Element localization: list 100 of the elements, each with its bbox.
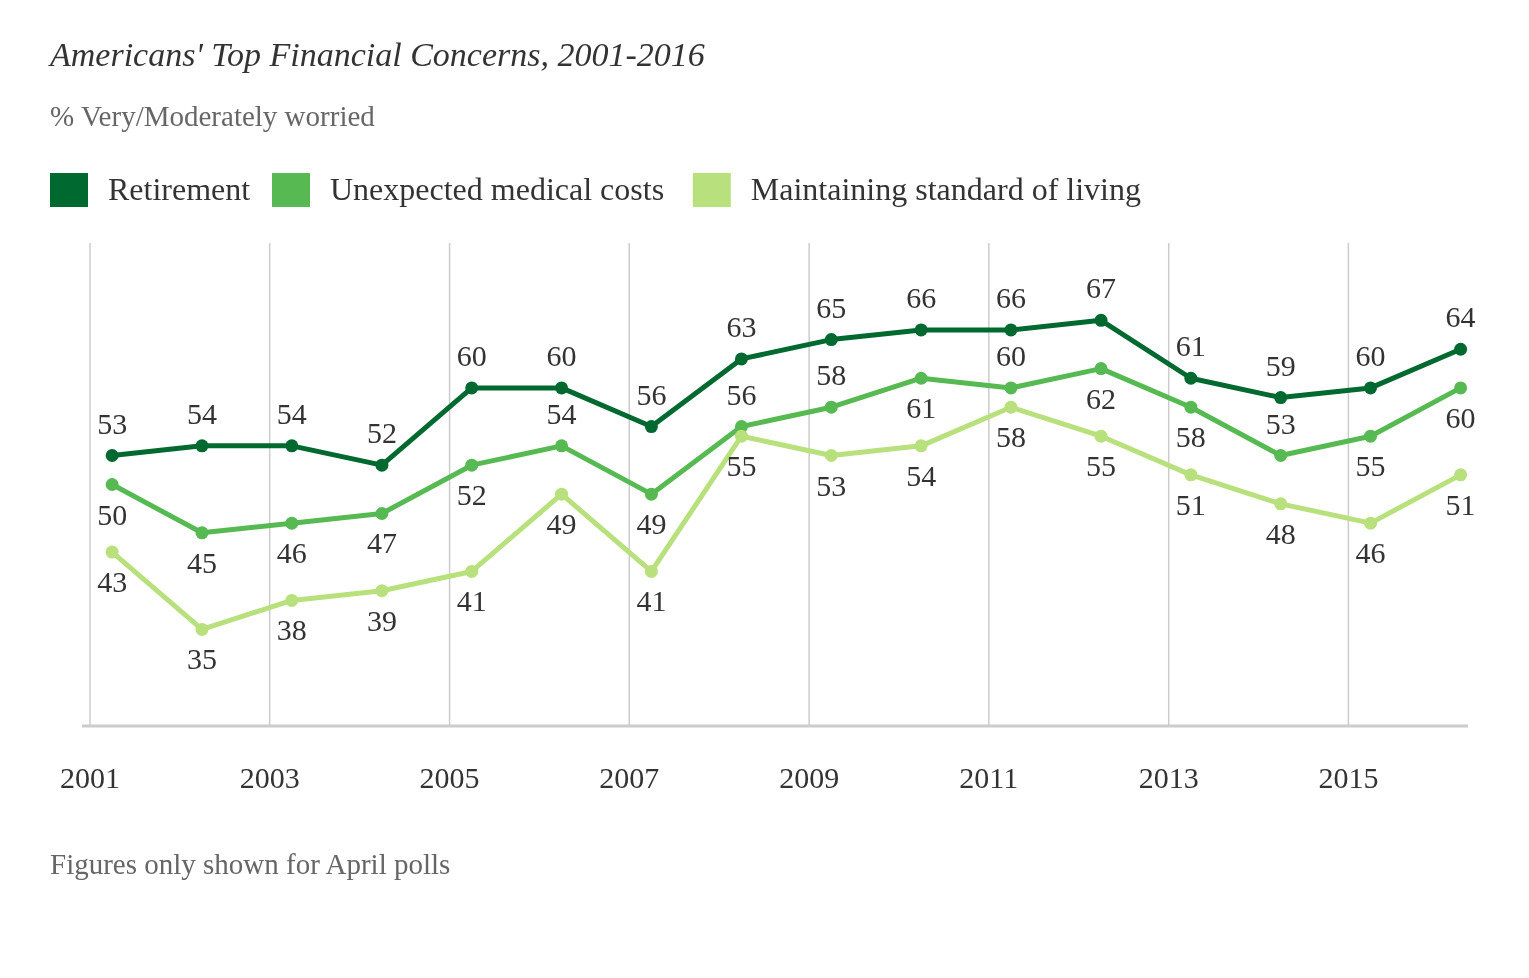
point — [195, 526, 209, 540]
data-label: 60 — [1445, 400, 1476, 434]
data-label: 58 — [1175, 420, 1206, 454]
point — [1454, 342, 1468, 356]
data-label: 38 — [276, 613, 307, 647]
point — [1004, 400, 1018, 414]
x-tick-label: 2015 — [1318, 761, 1379, 794]
point — [824, 449, 838, 463]
point — [824, 400, 838, 414]
data-label: 63 — [726, 309, 757, 343]
data-label: 54 — [276, 396, 307, 430]
data-label: 48 — [1265, 516, 1296, 550]
point — [644, 487, 658, 501]
data-label: 51 — [1175, 487, 1206, 521]
data-label: 53 — [1265, 406, 1296, 440]
data-label: 54 — [186, 396, 217, 430]
point — [1454, 381, 1468, 395]
data-label: 46 — [276, 536, 307, 570]
x-tick-label: 2003 — [239, 761, 300, 794]
x-tick-label: 2009 — [779, 761, 840, 794]
data-label: 64 — [1445, 300, 1476, 334]
data-label: 56 — [636, 377, 667, 411]
point — [644, 564, 658, 578]
data-label: 61 — [906, 391, 937, 425]
data-label: 41 — [456, 584, 487, 618]
point — [465, 381, 479, 395]
point — [375, 506, 389, 520]
data-label: 66 — [995, 280, 1026, 314]
point — [105, 478, 119, 491]
data-label: 49 — [636, 507, 667, 541]
data-label: 55 — [1086, 449, 1117, 483]
data-label: 39 — [366, 603, 397, 637]
point — [1094, 362, 1108, 376]
x-tick-label: 2007 — [599, 761, 660, 794]
point — [195, 622, 209, 636]
x-tick-label: 2011 — [959, 761, 1019, 794]
x-tick-label: 2001 — [60, 761, 120, 794]
point — [914, 371, 928, 385]
data-label: 46 — [1355, 536, 1386, 570]
legend-label: Maintaining standard of living — [750, 171, 1141, 207]
point — [465, 458, 479, 472]
legend-label: Unexpected medical costs — [330, 171, 665, 207]
point — [1004, 381, 1018, 395]
data-label: 60 — [1355, 338, 1386, 372]
data-label: 65 — [816, 290, 847, 324]
point — [285, 516, 299, 530]
point — [1094, 429, 1108, 443]
point — [105, 449, 119, 463]
point — [1454, 468, 1468, 482]
data-label: 58 — [816, 358, 847, 392]
point — [1184, 400, 1198, 414]
data-label: 55 — [726, 449, 757, 483]
data-label: 62 — [1086, 381, 1117, 415]
data-label: 60 — [456, 338, 487, 372]
data-label: 50 — [97, 497, 128, 531]
point — [1364, 429, 1378, 443]
data-label: 53 — [97, 406, 128, 440]
data-label: 49 — [546, 507, 577, 541]
data-label: 41 — [636, 584, 667, 618]
data-label: 67 — [1086, 271, 1117, 305]
point — [824, 333, 838, 347]
point — [1004, 323, 1018, 337]
point — [285, 439, 299, 453]
data-label: 55 — [1355, 449, 1386, 483]
point — [1184, 468, 1198, 482]
data-label: 54 — [906, 458, 937, 492]
data-label: 60 — [995, 338, 1026, 372]
point — [555, 439, 569, 453]
data-label: 45 — [186, 545, 217, 579]
point — [1274, 449, 1288, 463]
point — [375, 458, 389, 472]
point — [465, 564, 479, 578]
data-label: 52 — [366, 416, 397, 450]
chart-subtitle: % Very/Moderately worried — [50, 100, 376, 132]
point — [105, 545, 119, 559]
data-label: 66 — [906, 280, 937, 314]
point — [285, 593, 299, 607]
data-label: 59 — [1265, 348, 1296, 382]
data-label: 52 — [456, 478, 487, 512]
data-label: 58 — [995, 420, 1026, 454]
point — [914, 439, 928, 453]
point — [1274, 497, 1288, 511]
point — [644, 420, 658, 434]
point — [1364, 516, 1378, 530]
text: Figures only shown for April polls — [50, 848, 451, 880]
point — [1094, 313, 1108, 327]
point — [1184, 371, 1198, 385]
point — [914, 323, 928, 337]
data-label: 54 — [546, 396, 577, 430]
data-label: 53 — [816, 468, 847, 502]
x-tick-label: 2005 — [419, 761, 480, 794]
point — [1364, 381, 1378, 395]
data-label: 43 — [97, 565, 128, 599]
data-label: 61 — [1175, 329, 1206, 363]
point — [555, 487, 569, 501]
data-label: 60 — [546, 338, 577, 372]
point — [734, 352, 748, 366]
chart-title: Americans' Top Financial Concerns, 2001-2016 — [48, 36, 705, 73]
legend-label: Retirement — [108, 171, 251, 207]
data-label: 35 — [186, 642, 217, 676]
